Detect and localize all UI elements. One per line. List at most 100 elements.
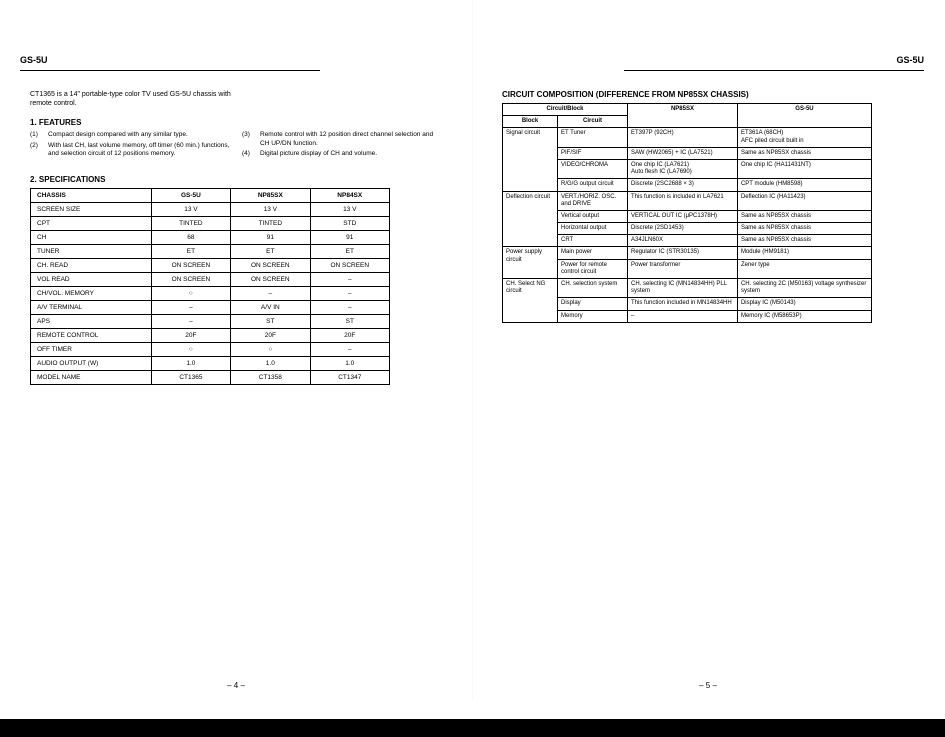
comp-cell: One chip IC (LA7621)Auto flesh IC (LA769… (628, 159, 738, 178)
comp-row: Signal circuitET TunerET397P (92CH)ET361… (503, 128, 872, 147)
comp-cell: Memory IC (M58653P) (737, 310, 871, 322)
spec-cell: MODEL NAME (31, 370, 152, 384)
spec-cell: ON SCREEN (231, 258, 310, 272)
comp-cell: CH. selecting IC (MN14834HH) PLL system (628, 279, 738, 298)
comp-cell: Same as NP85SX chassis (737, 147, 871, 159)
comp-cell: CRT (558, 235, 628, 247)
spec-cell: REMOTE CONTROL (31, 328, 152, 342)
comp-cell: Main power (558, 247, 628, 259)
comp-row: VIDEO/CHROMAOne chip IC (LA7621)Auto fle… (503, 159, 872, 178)
spec-cell: 13 V (151, 202, 230, 216)
spec-cell: – (151, 300, 230, 314)
comp-subheader-cell: Circuit (558, 116, 628, 128)
spec-cell: A/V TERMINAL (31, 300, 152, 314)
spec-cell: VOL READ (31, 272, 152, 286)
comp-cell: R/G/G output circuit (558, 179, 628, 191)
comp-row: CRTA34JLN60XSame as NP85SX chassis (503, 235, 872, 247)
feature-number: (2) (30, 142, 44, 159)
comp-row: Memory–Memory IC (M58653P) (503, 310, 872, 322)
spec-cell: ET (151, 244, 230, 258)
comp-cell: Power for remote control circuit (558, 259, 628, 278)
spec-cell: 91 (310, 230, 389, 244)
comp-cell: PIF/SIF (558, 147, 628, 159)
comp-cell: A34JLN60X (628, 235, 738, 247)
comp-cell: Display (558, 298, 628, 310)
specs-title: 2. SPECIFICATIONS (30, 175, 442, 184)
spec-cell: 68 (151, 230, 230, 244)
spec-row: MODEL NAMECT1365CT1358CT1347 (31, 370, 390, 384)
feature-number: (1) (30, 131, 44, 139)
spec-cell: – (310, 300, 389, 314)
comp-cell: Horizontal output (558, 223, 628, 235)
spec-row: APS–STST (31, 314, 390, 328)
comp-cell: ET397P (92CH) (628, 128, 738, 147)
features-title: 1. FEATURES (30, 118, 442, 127)
comp-row: Vertical outputVERTICAL OUT IC (μPC1378H… (503, 210, 872, 222)
comp-cell: Vertical output (558, 210, 628, 222)
header-rule-left (20, 70, 320, 71)
header-model-left: GS-5U (20, 55, 48, 65)
spec-cell: CT1358 (231, 370, 310, 384)
specifications-table: CHASSISGS-5UNP85SXNP84SXSCREEN SIZE13 V1… (30, 188, 390, 385)
feature-text: Remote control with 12 position direct c… (260, 131, 442, 148)
comp-cell: Same as NP85SX chassis (737, 210, 871, 222)
composition-title: CIRCUIT COMPOSITION (DIFFERENCE FROM NP8… (502, 90, 914, 99)
page-number-left: – 4 – (0, 681, 472, 690)
spec-cell: 20F (231, 328, 310, 342)
spec-row: OFF TIMER○○– (31, 342, 390, 356)
comp-cell: Power transformer (628, 259, 738, 278)
header-rule-right (624, 70, 924, 71)
spec-cell: 13 V (310, 202, 389, 216)
spec-cell: ON SCREEN (231, 272, 310, 286)
spec-cell: TUNER (31, 244, 152, 258)
spec-cell: ET (310, 244, 389, 258)
comp-cell: SAW (HW2065) + IC (LA7521) (628, 147, 738, 159)
spec-cell: ET (231, 244, 310, 258)
spec-cell: AUDIO OUTPUT (W) (31, 356, 152, 370)
comp-cell: CH. selection system (558, 279, 628, 298)
spec-cell: ○ (151, 342, 230, 356)
composition-table: Circuit/BlockNP85SXGS-5UBlockCircuitSign… (502, 103, 872, 323)
feature-text: With last CH, last volume memory, off ti… (48, 142, 230, 159)
comp-block-cell: CH. Select NG circuit (503, 279, 558, 323)
spec-cell: CT1347 (310, 370, 389, 384)
spec-cell: ON SCREEN (151, 272, 230, 286)
spec-cell: – (310, 286, 389, 300)
spec-cell: ○ (231, 342, 310, 356)
comp-row: Power supply circuitMain powerRegulator … (503, 247, 872, 259)
comp-row: Horizontal outputDiscrete (2SD1453)Same … (503, 223, 872, 235)
comp-cell: ET361A (68CH)AFC piled circuit built in (737, 128, 871, 147)
comp-cell: Regulator IC (STR30135) (628, 247, 738, 259)
header-model-right: GS-5U (896, 55, 924, 65)
spec-row: A/V TERMINAL–A/V IN– (31, 300, 390, 314)
feature-item: (1) Compact design compared with any simi… (30, 131, 230, 139)
spec-row: CPTTINTEDTINTEDSTD (31, 216, 390, 230)
comp-cell: VERT./HORIZ. OSC. and DRIVE (558, 191, 628, 210)
feature-item: (4)Digital picture display of CH and vol… (242, 150, 442, 158)
comp-cell: This function included in MN14834HH (628, 298, 738, 310)
comp-cell: CPT module (HM8598) (737, 179, 871, 191)
page-right: GS-5U CIRCUIT COMPOSITION (DIFFERENCE FR… (472, 0, 944, 700)
comp-header-cell: GS-5U (737, 104, 871, 128)
comp-row: DisplayThis function included in MN14834… (503, 298, 872, 310)
comp-cell: Zener type (737, 259, 871, 278)
comp-row: R/G/G output circuitDiscrete (2SC2688 × … (503, 179, 872, 191)
spec-row: AUDIO OUTPUT (W)1.01.01.0 (31, 356, 390, 370)
feature-text: Compact design compared with any similar… (48, 131, 188, 139)
spec-cell: A/V IN (231, 300, 310, 314)
spec-cell: ○ (151, 286, 230, 300)
spec-cell: – (310, 272, 389, 286)
comp-cell: Same as NP85SX chassis (737, 235, 871, 247)
comp-row: Deflection circuitVERT./HORIZ. OSC. and … (503, 191, 872, 210)
spec-cell: 1.0 (151, 356, 230, 370)
comp-cell: One chip IC (HA11431NT) (737, 159, 871, 178)
spec-cell: 91 (231, 230, 310, 244)
spec-cell: CPT (31, 216, 152, 230)
spec-row: CH. READON SCREENON SCREENON SCREEN (31, 258, 390, 272)
spec-cell: TINTED (231, 216, 310, 230)
spec-cell: TINTED (151, 216, 230, 230)
comp-cell: CH. selecting 2C (M50163) voltage synthe… (737, 279, 871, 298)
feature-item: (3)Remote control with 12 position direc… (242, 131, 442, 148)
spec-cell: ON SCREEN (151, 258, 230, 272)
spec-cell: – (310, 342, 389, 356)
